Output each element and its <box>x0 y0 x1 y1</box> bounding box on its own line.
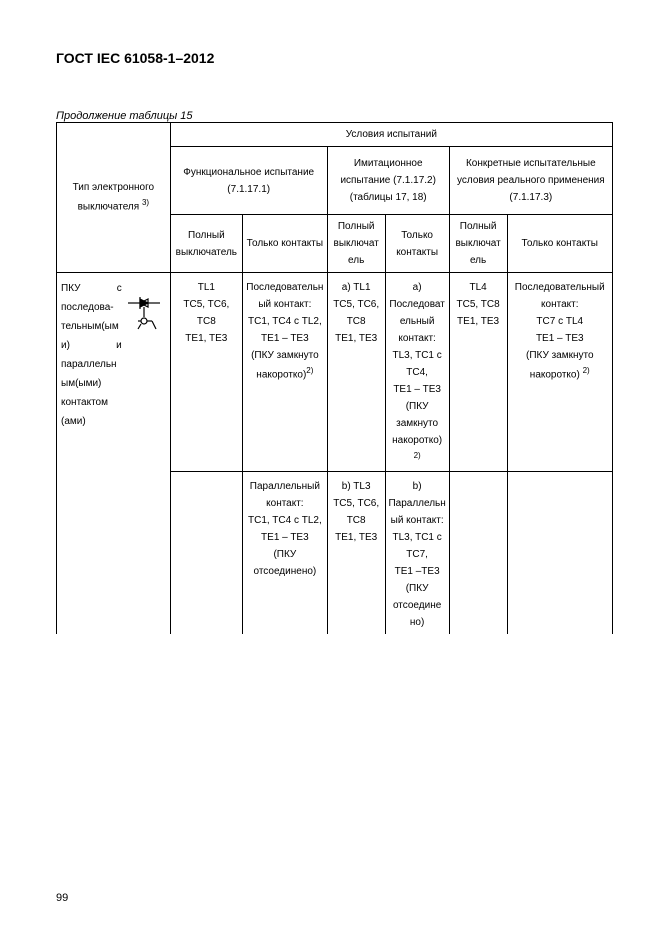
cell-r1-c2: Последовательный контакт:TC1, TC4 с TL2,… <box>243 273 328 472</box>
col3-header: Полный выключат ель <box>327 215 385 273</box>
header-row-1: Тип электронного выключателя 3) Условия … <box>57 123 613 147</box>
table-row: ПКУ споследова-тельным(ыми) ипараллельны… <box>57 273 613 472</box>
row-type-label: ПКУ споследова-тельным(ыми) ипараллельны… <box>61 279 122 431</box>
cell-r1-c3: a) TL1TC5, TC6, TC8TE1, TE3 <box>327 273 385 472</box>
cell-sup: 2) <box>583 366 590 375</box>
row-type-cell: ПКУ споследова-тельным(ыми) ипараллельны… <box>57 273 171 635</box>
cell-r2-c1 <box>170 472 242 635</box>
col6-header: Только контакты <box>507 215 612 273</box>
cell-r2-c2: Параллельный контакт:TC1, TC4 с TL2,TE1 … <box>243 472 328 635</box>
row-header-cell: Тип электронного выключателя 3) <box>57 123 171 273</box>
cell-text: a) Последовательный контакт:TL3, TC1 с T… <box>389 282 444 446</box>
data-table: Тип электронного выключателя 3) Условия … <box>56 122 613 634</box>
document-title: ГОСТ IEC 61058-1–2012 <box>56 50 613 66</box>
circuit-icon <box>124 279 164 342</box>
cell-r1-c4: a) Последовательный контакт:TL3, TC1 с T… <box>385 273 449 472</box>
cell-r1-c6: Последовательный контакт:TC7 с TL4TE1 – … <box>507 273 612 472</box>
col2-header: Только контакты <box>243 215 328 273</box>
group1-header: Функциональное испытание (7.1.17.1) <box>170 147 327 215</box>
col1-header: Полный выключатель <box>170 215 242 273</box>
table-caption: Продолжение таблицы 15 <box>56 110 613 122</box>
cell-r2-c3: b) TL3TC5, TC6, TC8TE1, TE3 <box>327 472 385 635</box>
page-number: 99 <box>56 892 68 904</box>
cell-sup: 2) <box>414 451 421 460</box>
col4-header: Только контакты <box>385 215 449 273</box>
cell-r1-c1: TL1TC5, TC6, TC8TE1, TE3 <box>170 273 242 472</box>
cell-r1-c5: TL4TC5, TC8TE1, TE3 <box>449 273 507 472</box>
cell-r2-c4: b) Параллельный контакт:TL3, TC1 с TC7,T… <box>385 472 449 635</box>
col5-header: Полный выключат ель <box>449 215 507 273</box>
group2-header: Имитационное испытание (7.1.17.2) (табли… <box>327 147 449 215</box>
row-header-sup: 3) <box>142 198 149 207</box>
conditions-header: Условия испытаний <box>170 123 612 147</box>
cell-r2-c5 <box>449 472 507 635</box>
cell-text: Последовательный контакт:TC7 с TL4TE1 – … <box>515 282 605 380</box>
page: ГОСТ IEC 61058-1–2012 Продолжение таблиц… <box>0 0 661 936</box>
cell-sup: 2) <box>306 366 313 375</box>
cell-r2-c6 <box>507 472 612 635</box>
group3-header: Конкретные испытательные условия реально… <box>449 147 612 215</box>
